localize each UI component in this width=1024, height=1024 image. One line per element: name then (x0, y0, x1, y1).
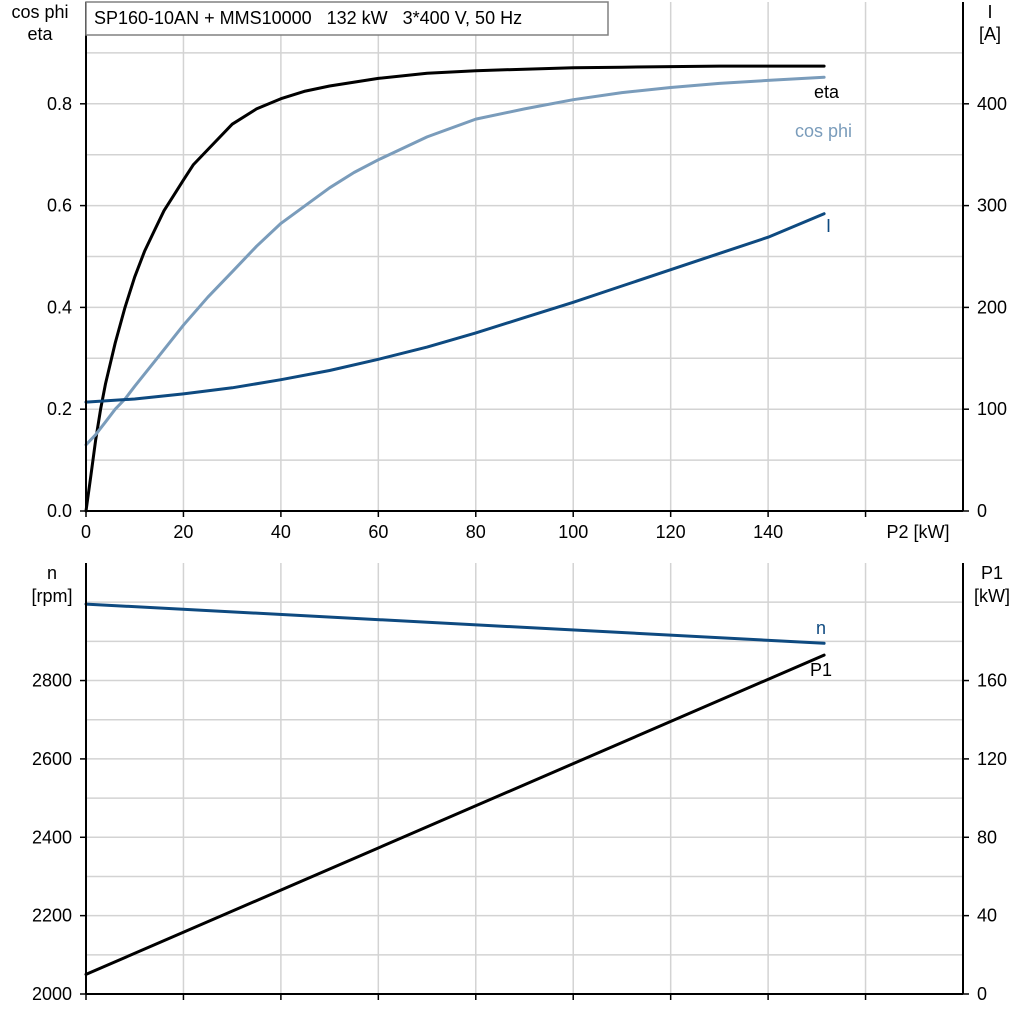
cos-phi-series-label: cos phi (795, 121, 852, 141)
right-tick-label: 160 (977, 671, 1007, 691)
series-line-I (84, 212, 826, 404)
right-tick-label: 120 (977, 749, 1007, 769)
right-tick-label: 80 (977, 827, 997, 847)
x-tick-label: 20 (173, 522, 193, 542)
right-tick-label: 400 (977, 94, 1007, 114)
bottom-grid (86, 563, 963, 994)
right-tick-label: 0 (977, 501, 987, 521)
left-tick-label: 2600 (32, 749, 72, 769)
right-tick-label: 100 (977, 399, 1007, 419)
top-right-axis-label-line2: [A] (979, 24, 1001, 44)
left-tick-label: 2000 (32, 984, 72, 1004)
top-left-axis-label-line1: cos phi (11, 2, 68, 22)
bottom-right-axis-label-line2: [kW] (974, 586, 1010, 606)
top-series-group (84, 64, 826, 513)
x-axis-label: P2 [kW] (886, 522, 949, 542)
left-tick-label: 2200 (32, 906, 72, 926)
bottom-right-axis-label-line1: P1 (981, 563, 1003, 583)
left-tick-label: 0.8 (47, 94, 72, 114)
left-tick-label: 0.2 (47, 399, 72, 419)
x-tick-label: 40 (271, 522, 291, 542)
bottom-left-axis-label-line1: n (47, 563, 57, 583)
x-tick-label: 80 (466, 522, 486, 542)
series-line-eta (84, 64, 826, 513)
top-right-axis-label-line1: I (987, 2, 992, 22)
top-frame (80, 2, 969, 517)
x-tick-label: 100 (558, 522, 588, 542)
title-box (85, 1, 609, 36)
input-power-series-label: P1 (810, 660, 832, 680)
right-tick-label: 300 (977, 196, 1007, 216)
bottom-frame (80, 563, 969, 1000)
eta-series-label: eta (814, 82, 840, 102)
x-tick-label: 120 (656, 522, 686, 542)
right-tick-label: 0 (977, 984, 987, 1004)
top-grid (86, 2, 963, 511)
right-tick-label: 40 (977, 906, 997, 926)
bottom-series-group (84, 602, 826, 976)
left-tick-label: 0.0 (47, 501, 72, 521)
left-tick-label: 2800 (32, 671, 72, 691)
bottom-left-axis-label-line2: [rpm] (31, 586, 72, 606)
chart-title: SP160-10AN + MMS10000 132 kW 3*400 V, 50… (94, 8, 522, 28)
top-tick-labels: 0.0 0.2 0.4 0.6 0.8 0 100 200 300 400 0 20 40 60 80 100… (47, 94, 1007, 542)
current-series-label: I (826, 216, 831, 236)
left-tick-label: 2400 (32, 827, 72, 847)
x-tick-label: 60 (368, 522, 388, 542)
series-line-P1 (84, 653, 826, 976)
series-line-n (84, 602, 826, 645)
right-tick-label: 200 (977, 297, 1007, 317)
x-tick-label: 0 (81, 522, 91, 542)
left-tick-label: 0.4 (47, 297, 72, 317)
bottom-tick-labels: 2000 2200 2400 2600 2800 0 40 80 120 160 (32, 671, 1007, 1004)
x-tick-label: 140 (753, 522, 783, 542)
top-left-axis-label-line2: eta (27, 24, 53, 44)
speed-series-label: n (816, 618, 826, 638)
left-tick-label: 0.6 (47, 196, 72, 216)
